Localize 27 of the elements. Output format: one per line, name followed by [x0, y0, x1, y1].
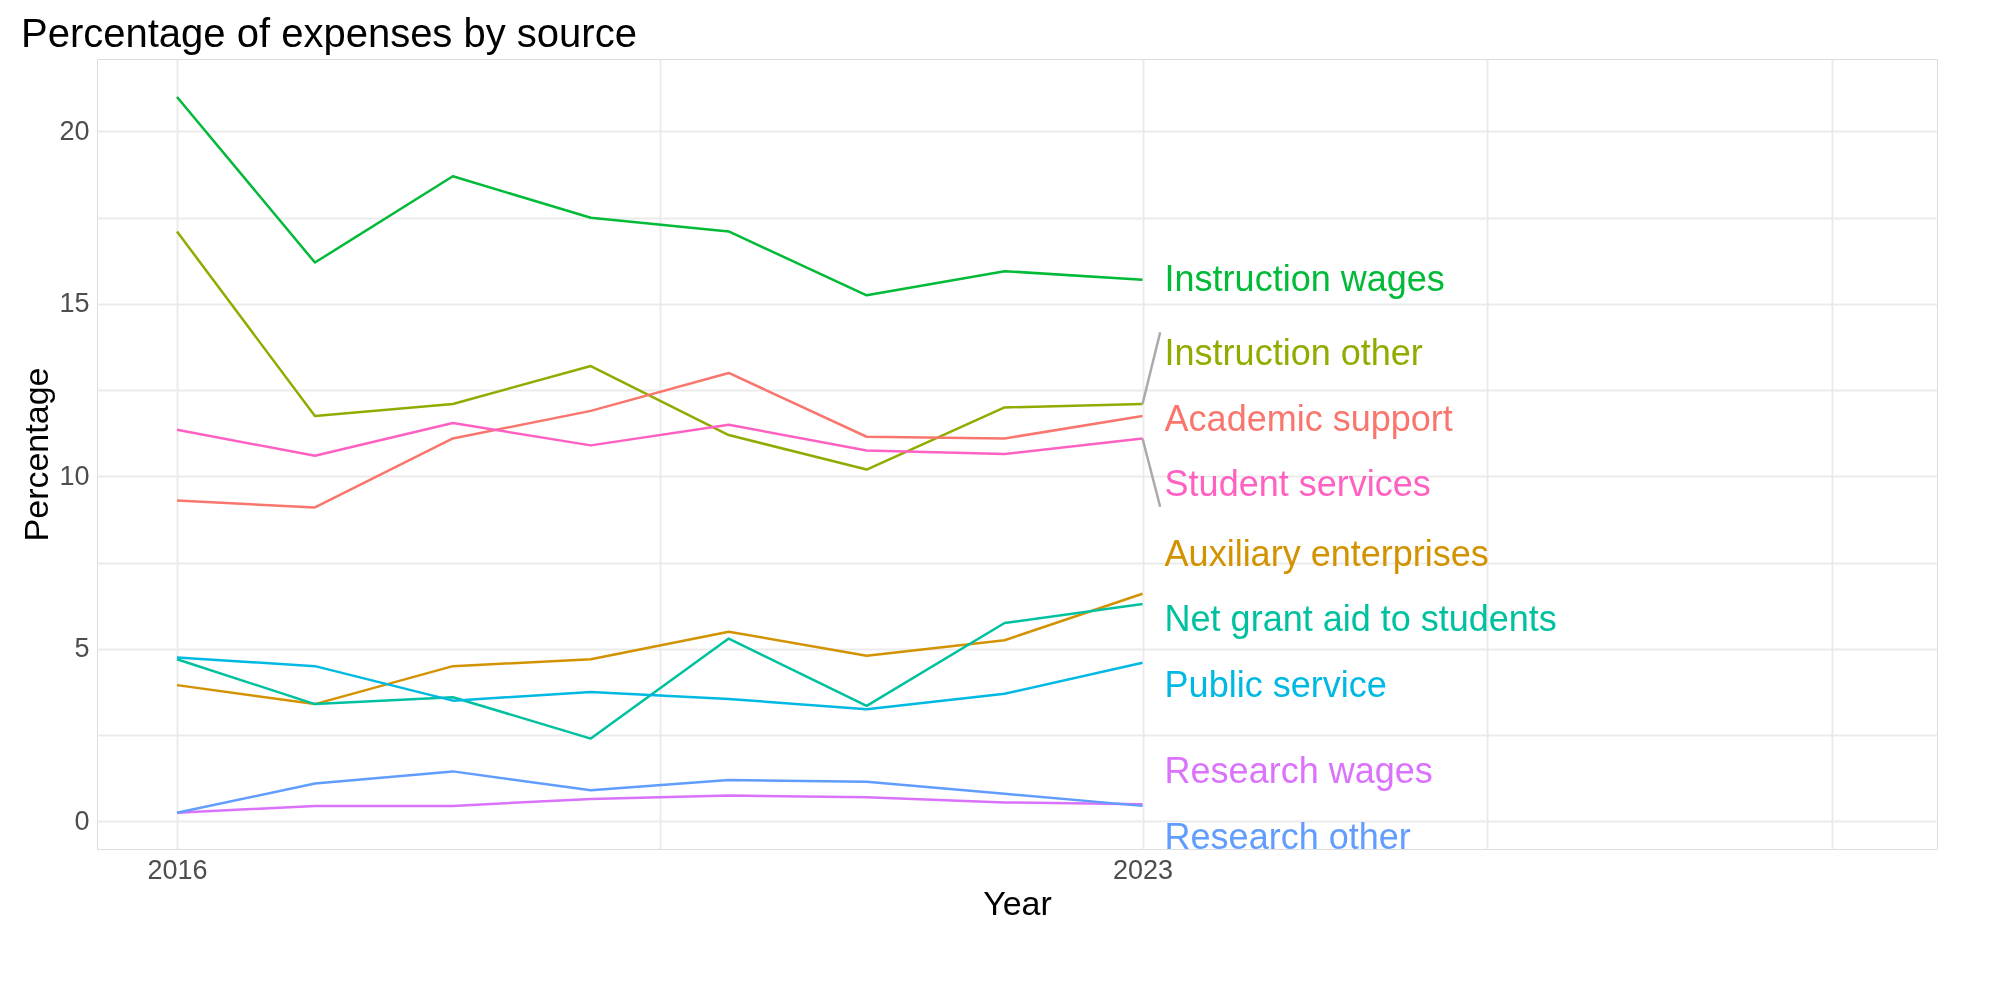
line-series [175, 421, 1144, 457]
x-axis-title: Year [983, 883, 1052, 922]
y-tick-label: 20 [59, 115, 90, 146]
y-tick-label: 5 [74, 633, 90, 664]
y-axis-title: Percentage [17, 367, 56, 542]
line-series [175, 592, 1144, 706]
series-label: Research other [1164, 815, 1411, 857]
line-series [175, 230, 1144, 471]
series-label: Net grant aid to students [1164, 598, 1557, 640]
series-label: Instruction wages [1164, 257, 1445, 299]
series-label: Academic support [1164, 397, 1453, 439]
line-series [175, 602, 1144, 740]
series-label: Student services [1164, 463, 1431, 505]
series-label: Instruction other [1164, 331, 1423, 373]
series-label: Research wages [1164, 750, 1433, 792]
line-series [175, 656, 1144, 711]
y-tick-label: 0 [74, 805, 90, 836]
chart-title: Percentage of expenses by source [20, 11, 637, 55]
series-label: Public service [1164, 663, 1387, 705]
x-tick-label: 2016 [147, 854, 208, 885]
x-tick-label: 2023 [1112, 854, 1174, 885]
y-tick-label: 10 [59, 460, 90, 491]
line-series [175, 371, 1144, 509]
line-series [175, 95, 1144, 297]
y-tick-label: 15 [59, 288, 90, 319]
series-label: Auxiliary enterprises [1164, 532, 1489, 574]
line-series [175, 770, 1144, 815]
